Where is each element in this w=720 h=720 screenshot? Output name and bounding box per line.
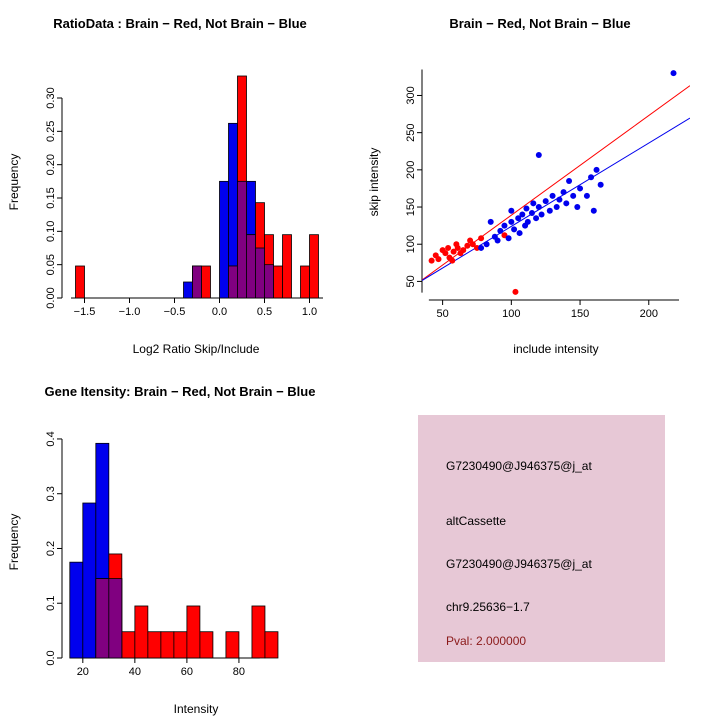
ratio-histogram-title: RatioData : Brain − Red, Not Brain − Blu… bbox=[53, 16, 307, 31]
svg-text:0.15: 0.15 bbox=[45, 187, 57, 208]
svg-text:1.0: 1.0 bbox=[302, 306, 317, 318]
gene-intensity-histogram-title: Gene Itensity: Brain − Red, Not Brain − … bbox=[44, 384, 316, 399]
svg-text:0.2: 0.2 bbox=[45, 541, 57, 556]
info-box: G7230490@J946375@j_at altCassette G72304… bbox=[418, 415, 665, 662]
info-panel: G7230490@J946375@j_at altCassette G72304… bbox=[360, 360, 720, 720]
intensity-scatter-panel: Brain − Red, Not Brain − Blue skip inten… bbox=[360, 0, 720, 360]
svg-text:0.05: 0.05 bbox=[45, 254, 57, 275]
svg-text:50: 50 bbox=[405, 275, 417, 287]
svg-text:20: 20 bbox=[77, 666, 89, 678]
svg-text:150: 150 bbox=[405, 198, 417, 216]
svg-text:50: 50 bbox=[436, 308, 448, 320]
svg-text:0.4: 0.4 bbox=[45, 431, 57, 446]
svg-text:200: 200 bbox=[405, 161, 417, 179]
svg-text:0.25: 0.25 bbox=[45, 121, 57, 142]
svg-text:60: 60 bbox=[181, 666, 193, 678]
svg-text:−1.0: −1.0 bbox=[119, 306, 141, 318]
svg-text:−1.5: −1.5 bbox=[74, 306, 96, 318]
svg-text:200: 200 bbox=[640, 308, 658, 320]
pval-text: Pval: 2.000000 bbox=[446, 634, 527, 648]
svg-text:80: 80 bbox=[233, 666, 245, 678]
svg-text:0.30: 0.30 bbox=[45, 87, 57, 108]
svg-text:0.00: 0.00 bbox=[45, 287, 57, 308]
splice-event-type: altCassette bbox=[446, 514, 507, 528]
gene-intensity-histogram-panel: Gene Itensity: Brain − Red, Not Brain − … bbox=[0, 360, 360, 720]
intensity-scatter-title: Brain − Red, Not Brain − Blue bbox=[449, 16, 631, 31]
svg-text:0.3: 0.3 bbox=[45, 486, 57, 501]
ratio-histogram-chart: −1.5 −1.0 −0.5 0.0 0.5 1.0 0.00 0.05 0.10 0.15 0.2… bbox=[45, 75, 323, 318]
intensity-scatter-xlabel: include intensity bbox=[513, 342, 599, 356]
svg-text:100: 100 bbox=[502, 308, 520, 320]
gene-intensity-histogram-chart: 20 40 60 80 0.0 0.1 0.2 0.3 0.4 bbox=[45, 431, 279, 678]
svg-text:0.0: 0.0 bbox=[45, 650, 57, 665]
svg-text:0.20: 0.20 bbox=[45, 154, 57, 175]
probe-id-repeat: G7230490@J946375@j_at bbox=[446, 557, 592, 571]
probe-id: G7230490@J946375@j_at bbox=[446, 459, 592, 473]
svg-text:0.1: 0.1 bbox=[45, 596, 57, 611]
genome-location: chr9.25636−1.7 bbox=[446, 600, 530, 614]
intensity-scatter-chart: 50 100 150 200 50 100 150 200 250 300 bbox=[405, 69, 690, 320]
svg-text:0.5: 0.5 bbox=[257, 306, 272, 318]
svg-text:0.0: 0.0 bbox=[212, 306, 227, 318]
gene-intensity-histogram-xlabel: Intensity bbox=[173, 702, 219, 716]
svg-text:150: 150 bbox=[571, 308, 589, 320]
ratio-histogram-panel: RatioData : Brain − Red, Not Brain − Blu… bbox=[0, 0, 360, 360]
svg-text:−0.5: −0.5 bbox=[164, 306, 186, 318]
svg-text:100: 100 bbox=[405, 235, 417, 253]
ratio-histogram-xlabel: Log2 Ratio Skip/Include bbox=[132, 342, 260, 356]
svg-text:0.10: 0.10 bbox=[45, 221, 57, 242]
svg-text:300: 300 bbox=[405, 86, 417, 104]
svg-text:250: 250 bbox=[405, 123, 417, 141]
svg-text:40: 40 bbox=[129, 666, 141, 678]
